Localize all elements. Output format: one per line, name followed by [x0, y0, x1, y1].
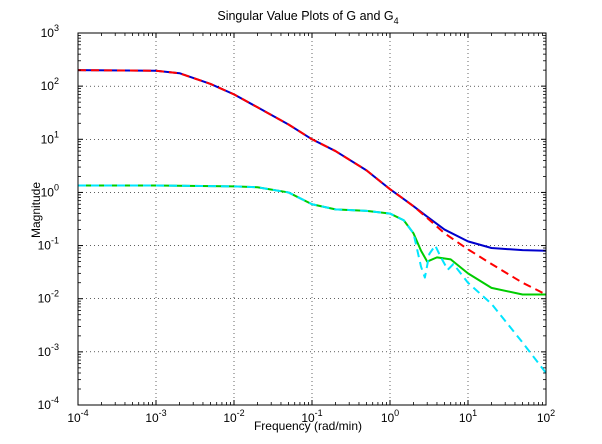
- chart-title-text: Singular Value Plots of G and G: [217, 9, 393, 23]
- label-layer: 10-4 10-3 10-2 10-1 100 101 102 10-4 10-3 10-2 10-…: [38, 23, 556, 425]
- y-tick-label: 103: [41, 23, 59, 40]
- x-tick-label: 10-4: [67, 408, 88, 425]
- x-tick-label: 10-2: [223, 408, 244, 425]
- y-tick-label: 10-4: [38, 395, 59, 412]
- grid-layer: [78, 33, 546, 405]
- y-tick-label: 102: [41, 76, 59, 93]
- y-tick-label: 10-3: [38, 342, 59, 359]
- x-tick-label: 102: [537, 408, 555, 425]
- y-tick-label: 101: [41, 129, 59, 146]
- series-line-2: [77, 69, 547, 296]
- chart-title: Singular Value Plots of G and G4: [217, 9, 398, 26]
- y-tick-label: 10-1: [38, 236, 59, 253]
- x-tick-label: 101: [459, 408, 477, 425]
- x-tick-label: 100: [381, 408, 399, 425]
- series-line-4: [78, 184, 547, 374]
- series-layer: [77, 69, 547, 374]
- y-axis-label: Magnitude: [29, 182, 43, 238]
- x-axis-label: Frequency (rad/min): [254, 419, 362, 433]
- x-tick-label: 10-3: [145, 408, 166, 425]
- chart-title-subscript: 4: [394, 16, 399, 26]
- tick-layer: [77, 32, 547, 406]
- y-tick-label: 10-2: [38, 289, 59, 306]
- x-tick-label: 10-1: [301, 408, 322, 425]
- y-tick-label: 100: [41, 182, 59, 199]
